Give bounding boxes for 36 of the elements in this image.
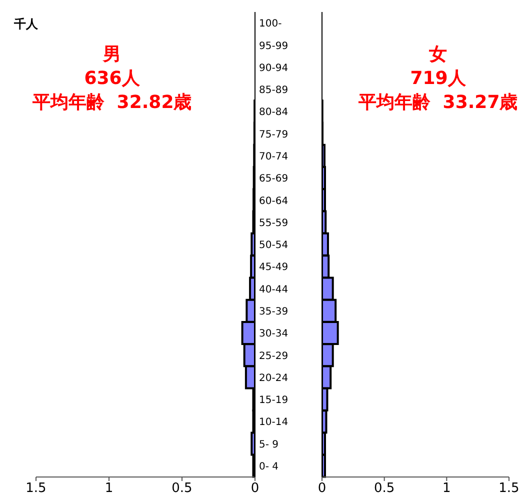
y-tick-label: 100- — [259, 18, 282, 30]
x-tick-label: 0.5 — [172, 481, 192, 496]
y-tick-label: 95-99 — [259, 40, 288, 52]
y-tick-label: 85-89 — [259, 85, 288, 96]
x-tick-label: 1 — [442, 481, 451, 496]
y-tick-label: 90-94 — [259, 62, 288, 74]
annotation: 女 — [428, 43, 448, 66]
y-tick-label: 15-19 — [259, 395, 288, 406]
x-tick-label: 1 — [104, 481, 114, 496]
annotation: 636人 — [84, 68, 140, 89]
annotation: 平均年齢 32.82歳 — [32, 92, 192, 113]
y-tick-label: 10-14 — [259, 417, 288, 428]
x-tick-label: 0.5 — [374, 481, 395, 496]
x-tick-label: 0 — [250, 481, 260, 496]
x-tick-label: 1.5 — [498, 481, 520, 496]
x-tick-label: 0 — [318, 481, 326, 496]
y-tick-label: 25-29 — [259, 350, 288, 362]
x-axis-title: 千人 — [14, 16, 38, 33]
y-tick-label: 5- 9 — [259, 439, 279, 450]
x-tick-label: 1.5 — [26, 481, 46, 496]
y-tick-label: 45-49 — [259, 262, 288, 274]
y-tick-label: 80-84 — [259, 107, 288, 118]
annotation: 男 — [103, 44, 121, 65]
y-tick-label: 30-34 — [259, 328, 288, 340]
y-tick-label: 55-59 — [259, 218, 288, 229]
y-tick-label: 50-54 — [259, 240, 288, 252]
y-tick-label: 75-79 — [259, 129, 288, 140]
y-tick-label: 65-69 — [259, 174, 288, 185]
y-tick-label: 70-74 — [259, 151, 288, 162]
y-tick-label: 35-39 — [259, 306, 288, 318]
annotation: 719人 — [409, 67, 467, 90]
annotation: 平均年齢 33.27歳 — [357, 91, 519, 114]
y-tick-label: 60-64 — [259, 196, 288, 207]
y-tick-label: 0- 4 — [259, 461, 279, 472]
y-tick-label: 20-24 — [259, 372, 288, 384]
y-tick-label: 40-44 — [259, 284, 288, 296]
